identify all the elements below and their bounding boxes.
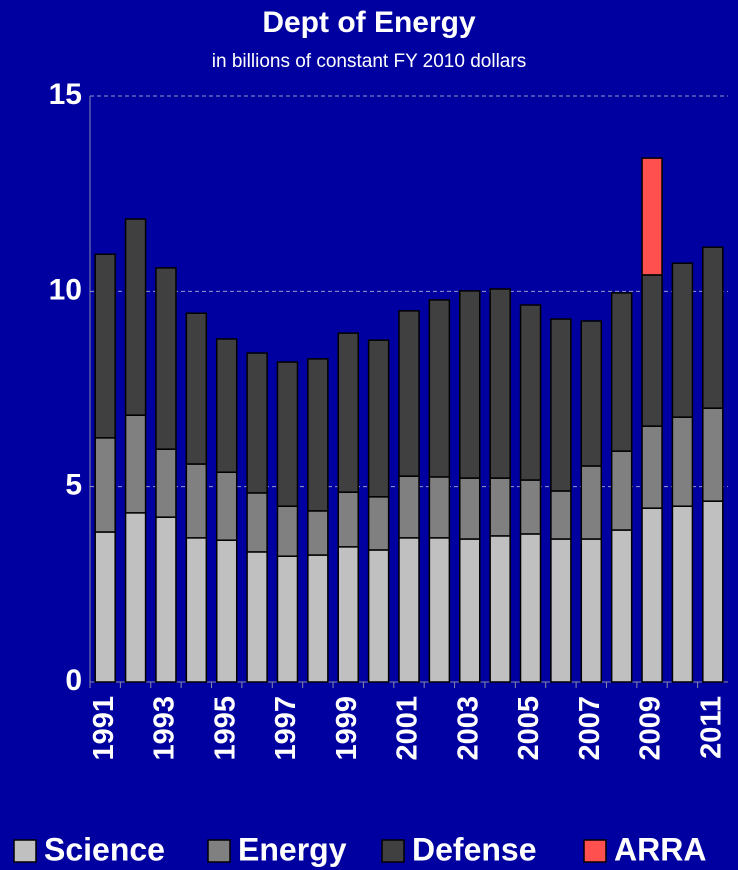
legend-label: Energy — [238, 831, 347, 867]
bar-segment — [246, 492, 268, 553]
x-tick-label: 1999 — [331, 696, 363, 761]
bar-segment — [459, 538, 481, 683]
bar-segment — [610, 450, 633, 531]
bar-segment — [155, 448, 177, 518]
bar-segment — [307, 510, 329, 556]
bar-segment — [367, 496, 390, 551]
bar-segment — [398, 475, 420, 539]
bar-segment — [246, 551, 268, 683]
bar-segment — [215, 471, 238, 541]
bar-segment — [702, 500, 724, 683]
bar-segment — [519, 479, 542, 535]
bar-segment — [307, 358, 329, 512]
x-tick-label: 2011 — [695, 696, 727, 759]
legend-label: ARRA — [614, 831, 706, 867]
x-tick-label: 2009 — [635, 696, 667, 761]
x-tick-label: 1991 — [88, 696, 120, 761]
bar-segment — [94, 531, 116, 683]
bar-segment — [246, 352, 268, 494]
bar-segment — [671, 416, 694, 507]
bar-segment — [459, 290, 481, 479]
bar-segment — [489, 535, 511, 683]
bar-segment — [276, 361, 299, 507]
x-tick-label: 2005 — [513, 696, 545, 761]
bar-segment — [641, 507, 663, 683]
y-tick-label: 0 — [65, 664, 82, 697]
y-tick-label: 10 — [49, 273, 82, 306]
bar-segment — [307, 554, 329, 683]
bar-segment — [580, 465, 603, 540]
bar-segment — [641, 425, 663, 509]
bar-segment — [489, 477, 511, 537]
legend-swatch — [207, 839, 231, 863]
bar-segment — [276, 505, 299, 557]
bar-segment — [550, 318, 572, 492]
y-tick-label: 15 — [49, 78, 82, 111]
x-tick-label: 2007 — [574, 696, 606, 761]
bar-segment — [155, 267, 177, 450]
bar-segment — [398, 310, 420, 477]
x-tick-label: 2003 — [452, 696, 484, 761]
bar-segment — [337, 491, 359, 548]
bar-segment — [398, 537, 420, 683]
bar-segment — [519, 304, 542, 481]
bar-segment — [124, 218, 147, 416]
bar-segment — [550, 538, 572, 683]
bar-segment — [550, 490, 572, 540]
bar-segment — [580, 320, 603, 467]
legend-swatch — [381, 839, 405, 863]
bar-segment — [185, 312, 208, 465]
legend-swatch — [583, 839, 607, 863]
bar-segment — [519, 533, 542, 683]
chart-subtitle: in billions of constant FY 2010 dollars — [212, 51, 526, 72]
bar-segment — [702, 246, 724, 409]
legend-label: Defense — [412, 831, 537, 867]
bar-segment — [428, 476, 451, 539]
bar-segment — [185, 537, 208, 683]
bar-segment — [367, 549, 390, 683]
bar-segment — [428, 537, 451, 683]
bar-segment — [641, 274, 663, 427]
bar-segment — [124, 414, 147, 514]
bar-segment — [94, 253, 116, 439]
x-tick-label: 1993 — [149, 696, 181, 761]
chart-title: Dept of Energy — [262, 6, 476, 39]
bar-segment — [489, 288, 511, 479]
bar-segment — [610, 292, 633, 452]
bar-segment — [671, 262, 694, 418]
bar-segment — [610, 529, 633, 683]
bar-segment — [185, 463, 208, 539]
bar-segment — [337, 546, 359, 683]
bar-segment — [155, 516, 177, 683]
x-tick-label: 1995 — [209, 696, 241, 761]
bar-segment — [337, 332, 359, 493]
bar-segment — [94, 437, 116, 533]
bar-segment — [459, 477, 481, 540]
legend-label: Science — [44, 831, 165, 867]
bar-segment — [671, 505, 694, 683]
bar-segment — [215, 539, 238, 683]
bar-segment — [641, 157, 663, 276]
y-tick-label: 5 — [65, 469, 82, 502]
bar-segment — [580, 538, 603, 683]
bar-segment — [124, 512, 147, 683]
x-tick-label: 1997 — [270, 696, 302, 761]
bar-segment — [428, 299, 451, 478]
bar-segment — [276, 555, 299, 683]
x-tick-label: 2001 — [392, 696, 424, 761]
bar-segment — [215, 338, 238, 473]
legend-swatch — [13, 839, 37, 863]
bar-segment — [702, 407, 724, 502]
bar-segment — [367, 339, 390, 498]
